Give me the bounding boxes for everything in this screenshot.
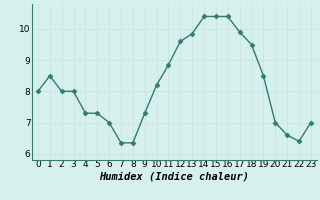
X-axis label: Humidex (Indice chaleur): Humidex (Indice chaleur) [100, 172, 249, 182]
